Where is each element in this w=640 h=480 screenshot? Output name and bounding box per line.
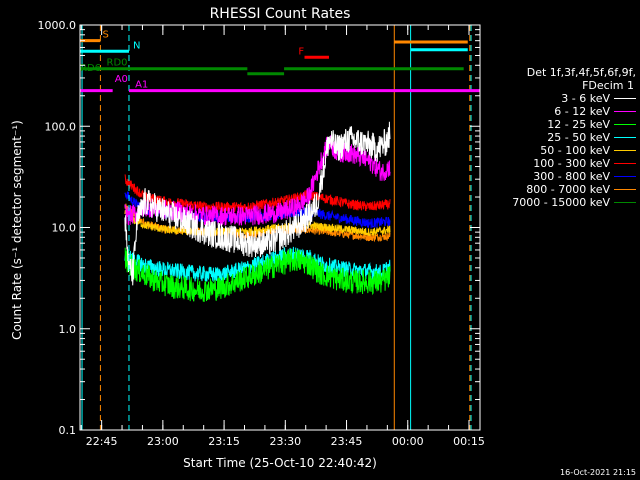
y-axis-label: Count Rate (s⁻¹ detector segment⁻¹) — [10, 120, 24, 340]
legend-label: 6 - 12 keV — [554, 105, 610, 118]
legend-swatch — [614, 98, 636, 99]
legend-header-detectors: Det 1f,3f,4f,5f,6f,9f, — [526, 66, 636, 79]
series-line-100-300-kev — [124, 174, 391, 213]
legend-entry: 50 - 100 keV — [478, 144, 636, 157]
legend-swatch — [614, 189, 636, 190]
legend-entry: 300 - 800 keV — [478, 170, 636, 183]
legend-entry: 25 - 50 keV — [478, 131, 636, 144]
legend-entry: 12 - 25 keV — [478, 118, 636, 131]
legend-swatch — [614, 111, 636, 112]
y-tick-label: 1000.0 — [38, 19, 77, 32]
series-line-12-25-kev — [124, 247, 391, 302]
x-tick-label: 22:45 — [86, 435, 118, 448]
legend-label: 3 - 6 keV — [561, 92, 610, 105]
legend-label: 50 - 100 keV — [540, 144, 610, 157]
y-tick-label: 100.0 — [45, 120, 77, 133]
series-line-3-6-kev — [124, 121, 391, 286]
y-tick-label: 1.0 — [59, 323, 77, 336]
x-tick-label: 00:00 — [392, 435, 424, 448]
y-tick-label: 10.0 — [52, 222, 77, 235]
x-tick-label: 23:00 — [147, 435, 179, 448]
legend-header-decimation: FDecim 1 — [582, 79, 634, 92]
datestamp: 16-Oct-2021 21:15 — [560, 468, 636, 477]
legend-label: 300 - 800 keV — [533, 170, 610, 183]
legend-label: 25 - 50 keV — [547, 131, 610, 144]
flag-label-rd6: RD6 — [80, 63, 101, 74]
x-tick-label: 23:30 — [269, 435, 301, 448]
x-tick-label: 00:15 — [453, 435, 485, 448]
flag-label-rd0: RD0 — [107, 58, 128, 69]
legend-swatch — [614, 163, 636, 164]
flag-label-n: N — [133, 40, 140, 51]
flag-label-a0: A0 — [115, 74, 128, 85]
legend-entry: 7000 - 15000 keV — [478, 196, 636, 209]
x-tick-label: 23:45 — [331, 435, 363, 448]
legend-label: 800 - 7000 keV — [526, 183, 610, 196]
legend-entry: 100 - 300 keV — [478, 157, 636, 170]
legend-entry: 800 - 7000 keV — [478, 183, 636, 196]
legend-entry: 3 - 6 keV — [478, 92, 636, 105]
legend-label: 12 - 25 keV — [547, 118, 610, 131]
chart-title: RHESSI Count Rates — [210, 6, 351, 22]
axes-layer: 0.1 1.0 10.0 100.0 1000.0 22:45 23:00 23:15 23:3… — [38, 19, 485, 448]
legend-label: 7000 - 15000 keV — [512, 196, 610, 209]
legend-entry: 6 - 12 keV — [478, 105, 636, 118]
x-axis-label: Start Time (25-Oct-10 22:40:42) — [183, 456, 377, 470]
series-line-50-100-kev — [124, 208, 391, 237]
legend-label: 100 - 300 keV — [533, 157, 610, 170]
series-layer — [124, 121, 391, 302]
legend-swatch — [614, 124, 636, 125]
legend-swatch — [614, 150, 636, 151]
legend-swatch — [614, 137, 636, 138]
legend-swatch — [614, 202, 636, 203]
legend-swatch — [614, 176, 636, 177]
flag-label-s: S — [102, 30, 108, 41]
legend: Det 1f,3f,4f,5f,6f,9f, FDecim 1 3 - 6 ke… — [478, 66, 636, 209]
x-tick-label: 23:15 — [208, 435, 240, 448]
flag-label-a1: A1 — [135, 80, 148, 91]
y-tick-label: 0.1 — [59, 424, 77, 437]
flag-label-f: F — [298, 46, 304, 57]
